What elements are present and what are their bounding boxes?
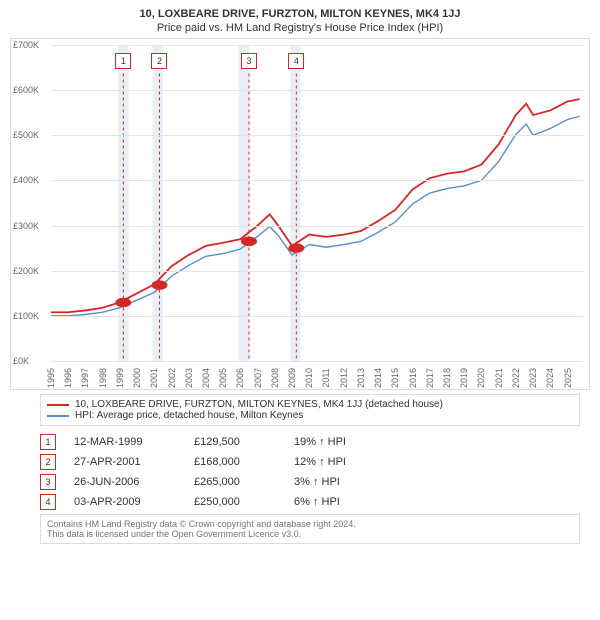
x-tick-label: 2019 — [459, 368, 469, 388]
y-tick-label: £0K — [13, 356, 29, 366]
legend-red: 10, LOXBEARE DRIVE, FURZTON, MILTON KEYN… — [47, 399, 573, 410]
gridline — [51, 45, 583, 46]
marker-badge: 3 — [241, 53, 257, 69]
page-title: 10, LOXBEARE DRIVE, FURZTON, MILTON KEYN… — [10, 8, 590, 20]
x-tick-label: 2000 — [132, 368, 142, 388]
x-tick-label: 2004 — [201, 368, 211, 388]
x-tick-label: 2010 — [304, 368, 314, 388]
x-tick-label: 2013 — [356, 368, 366, 388]
row-badge: 3 — [40, 474, 56, 490]
legend-blue-label: HPI: Average price, detached house, Milt… — [75, 410, 303, 421]
row-change: 12% ↑ HPI — [294, 456, 414, 468]
x-tick-label: 1999 — [115, 368, 125, 388]
sale-point — [291, 245, 302, 251]
x-tick-label: 2001 — [149, 368, 159, 388]
row-price: £168,000 — [194, 456, 294, 468]
row-change: 6% ↑ HPI — [294, 496, 414, 508]
table-row: 1 12-MAR-1999£129,50019% ↑ HPI — [40, 432, 590, 452]
row-change: 3% ↑ HPI — [294, 476, 414, 488]
x-tick-label: 2008 — [270, 368, 280, 388]
marker-badge: 2 — [151, 53, 167, 69]
sale-point — [154, 282, 165, 288]
legend: 10, LOXBEARE DRIVE, FURZTON, MILTON KEYN… — [40, 394, 580, 426]
x-tick-label: 2021 — [494, 368, 504, 388]
marker-badge: 1 — [115, 53, 131, 69]
row-badge: 2 — [40, 454, 56, 470]
gridline — [51, 361, 583, 362]
x-tick-label: 1996 — [63, 368, 73, 388]
y-tick-label: £700K — [13, 40, 39, 50]
x-tick-label: 1995 — [46, 368, 56, 388]
price-chart: £0K £100K £200K £300K £400K £500K £600K £700K 19… — [10, 38, 590, 390]
x-tick-label: 2016 — [408, 368, 418, 388]
sale-table: 1 12-MAR-1999£129,50019% ↑ HPI 2 27-APR-200… — [40, 432, 590, 512]
gridline — [51, 271, 583, 272]
x-tick-label: 1997 — [80, 368, 90, 388]
x-tick-label: 2015 — [390, 368, 400, 388]
y-tick-label: £600K — [13, 85, 39, 95]
x-tick-label: 2012 — [339, 368, 349, 388]
x-tick-label: 2002 — [167, 368, 177, 388]
footer-line-1: Contains HM Land Registry data © Crown c… — [47, 519, 573, 529]
marker-badge: 4 — [288, 53, 304, 69]
chart-svg — [51, 45, 583, 361]
row-date: 27-APR-2001 — [74, 456, 194, 468]
x-tick-label: 2007 — [253, 368, 263, 388]
gridline — [51, 316, 583, 317]
x-tick-label: 2017 — [425, 368, 435, 388]
y-tick-label: £100K — [13, 311, 39, 321]
gridline — [51, 135, 583, 136]
row-badge: 1 — [40, 434, 56, 450]
legend-blue: HPI: Average price, detached house, Milt… — [47, 410, 573, 421]
x-tick-label: 2018 — [442, 368, 452, 388]
gridline — [51, 90, 583, 91]
legend-swatch-red — [47, 404, 69, 406]
highlight-band — [239, 45, 249, 361]
x-tick-label: 2006 — [235, 368, 245, 388]
highlight-band — [153, 45, 163, 361]
x-tick-label: 2014 — [373, 368, 383, 388]
page-subtitle: Price paid vs. HM Land Registry's House … — [10, 22, 590, 34]
table-row: 3 26-JUN-2006£265,0003% ↑ HPI — [40, 472, 590, 492]
legend-red-label: 10, LOXBEARE DRIVE, FURZTON, MILTON KEYN… — [75, 399, 443, 410]
x-tick-label: 2011 — [321, 368, 331, 387]
x-tick-label: 2024 — [545, 368, 555, 388]
y-tick-label: £200K — [13, 266, 39, 276]
series-property — [51, 99, 580, 312]
series-hpi — [51, 116, 580, 316]
row-price: £250,000 — [194, 496, 294, 508]
y-tick-label: £300K — [13, 221, 39, 231]
x-tick-label: 2020 — [476, 368, 486, 388]
row-date: 12-MAR-1999 — [74, 436, 194, 448]
sale-point — [118, 299, 129, 305]
x-tick-label: 2003 — [184, 368, 194, 388]
gridline — [51, 226, 583, 227]
row-date: 26-JUN-2006 — [74, 476, 194, 488]
y-tick-label: £500K — [13, 130, 39, 140]
row-date: 03-APR-2009 — [74, 496, 194, 508]
row-price: £265,000 — [194, 476, 294, 488]
row-badge: 4 — [40, 494, 56, 510]
sale-point — [244, 238, 255, 244]
table-row: 2 27-APR-2001£168,00012% ↑ HPI — [40, 452, 590, 472]
table-row: 4 03-APR-2009£250,0006% ↑ HPI — [40, 492, 590, 512]
x-tick-label: 1998 — [98, 368, 108, 388]
x-tick-label: 2023 — [528, 368, 538, 388]
row-change: 19% ↑ HPI — [294, 436, 414, 448]
x-tick-label: 2009 — [287, 368, 297, 388]
x-tick-label: 2005 — [218, 368, 228, 388]
y-tick-label: £400K — [13, 175, 39, 185]
plot-area — [51, 45, 583, 361]
highlight-band — [290, 45, 300, 361]
footer-line-2: This data is licensed under the Open Gov… — [47, 529, 573, 539]
x-tick-label: 2025 — [563, 368, 573, 388]
x-tick-label: 2022 — [511, 368, 521, 388]
footer: Contains HM Land Registry data © Crown c… — [40, 514, 580, 544]
row-price: £129,500 — [194, 436, 294, 448]
gridline — [51, 180, 583, 181]
legend-swatch-blue — [47, 415, 69, 417]
